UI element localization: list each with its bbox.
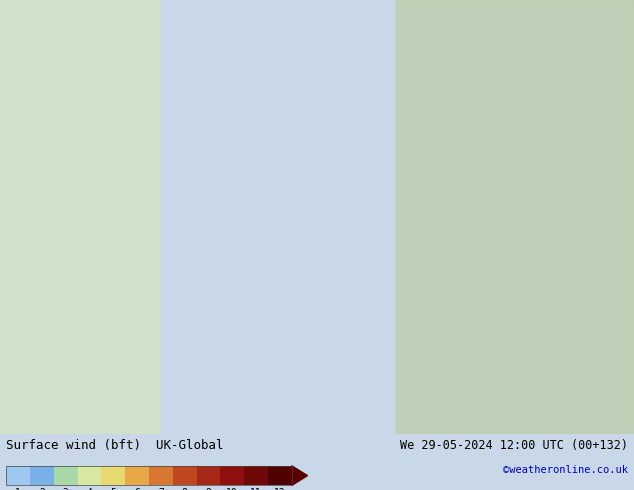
Bar — [172, 466, 197, 486]
Text: 2: 2 — [39, 488, 45, 490]
Bar — [244, 466, 268, 486]
Text: We 29-05-2024 12:00 UTC (00+132): We 29-05-2024 12:00 UTC (00+132) — [399, 439, 628, 452]
Text: 10: 10 — [226, 488, 238, 490]
Text: 4: 4 — [87, 488, 93, 490]
Text: 11: 11 — [250, 488, 262, 490]
Bar — [221, 466, 244, 486]
Text: 6: 6 — [134, 488, 140, 490]
Text: ©weatheronline.co.uk: ©weatheronline.co.uk — [503, 466, 628, 475]
Bar — [77, 466, 101, 486]
Bar — [30, 466, 54, 486]
Bar — [268, 466, 292, 486]
Text: 9: 9 — [205, 488, 211, 490]
Text: 5: 5 — [110, 488, 116, 490]
Text: Surface wind (bft)  UK-Global: Surface wind (bft) UK-Global — [6, 439, 224, 452]
Bar — [54, 466, 77, 486]
Bar — [149, 466, 172, 486]
Bar — [396, 0, 634, 434]
Bar — [6, 466, 292, 486]
Bar — [6, 466, 30, 486]
Text: 8: 8 — [182, 488, 188, 490]
Bar — [0, 0, 158, 434]
Bar — [126, 466, 149, 486]
Bar — [101, 466, 126, 486]
Bar — [197, 466, 220, 486]
Text: 12: 12 — [274, 488, 286, 490]
Text: 7: 7 — [158, 488, 164, 490]
Text: 1: 1 — [15, 488, 21, 490]
Text: 3: 3 — [63, 488, 68, 490]
Polygon shape — [292, 466, 307, 486]
